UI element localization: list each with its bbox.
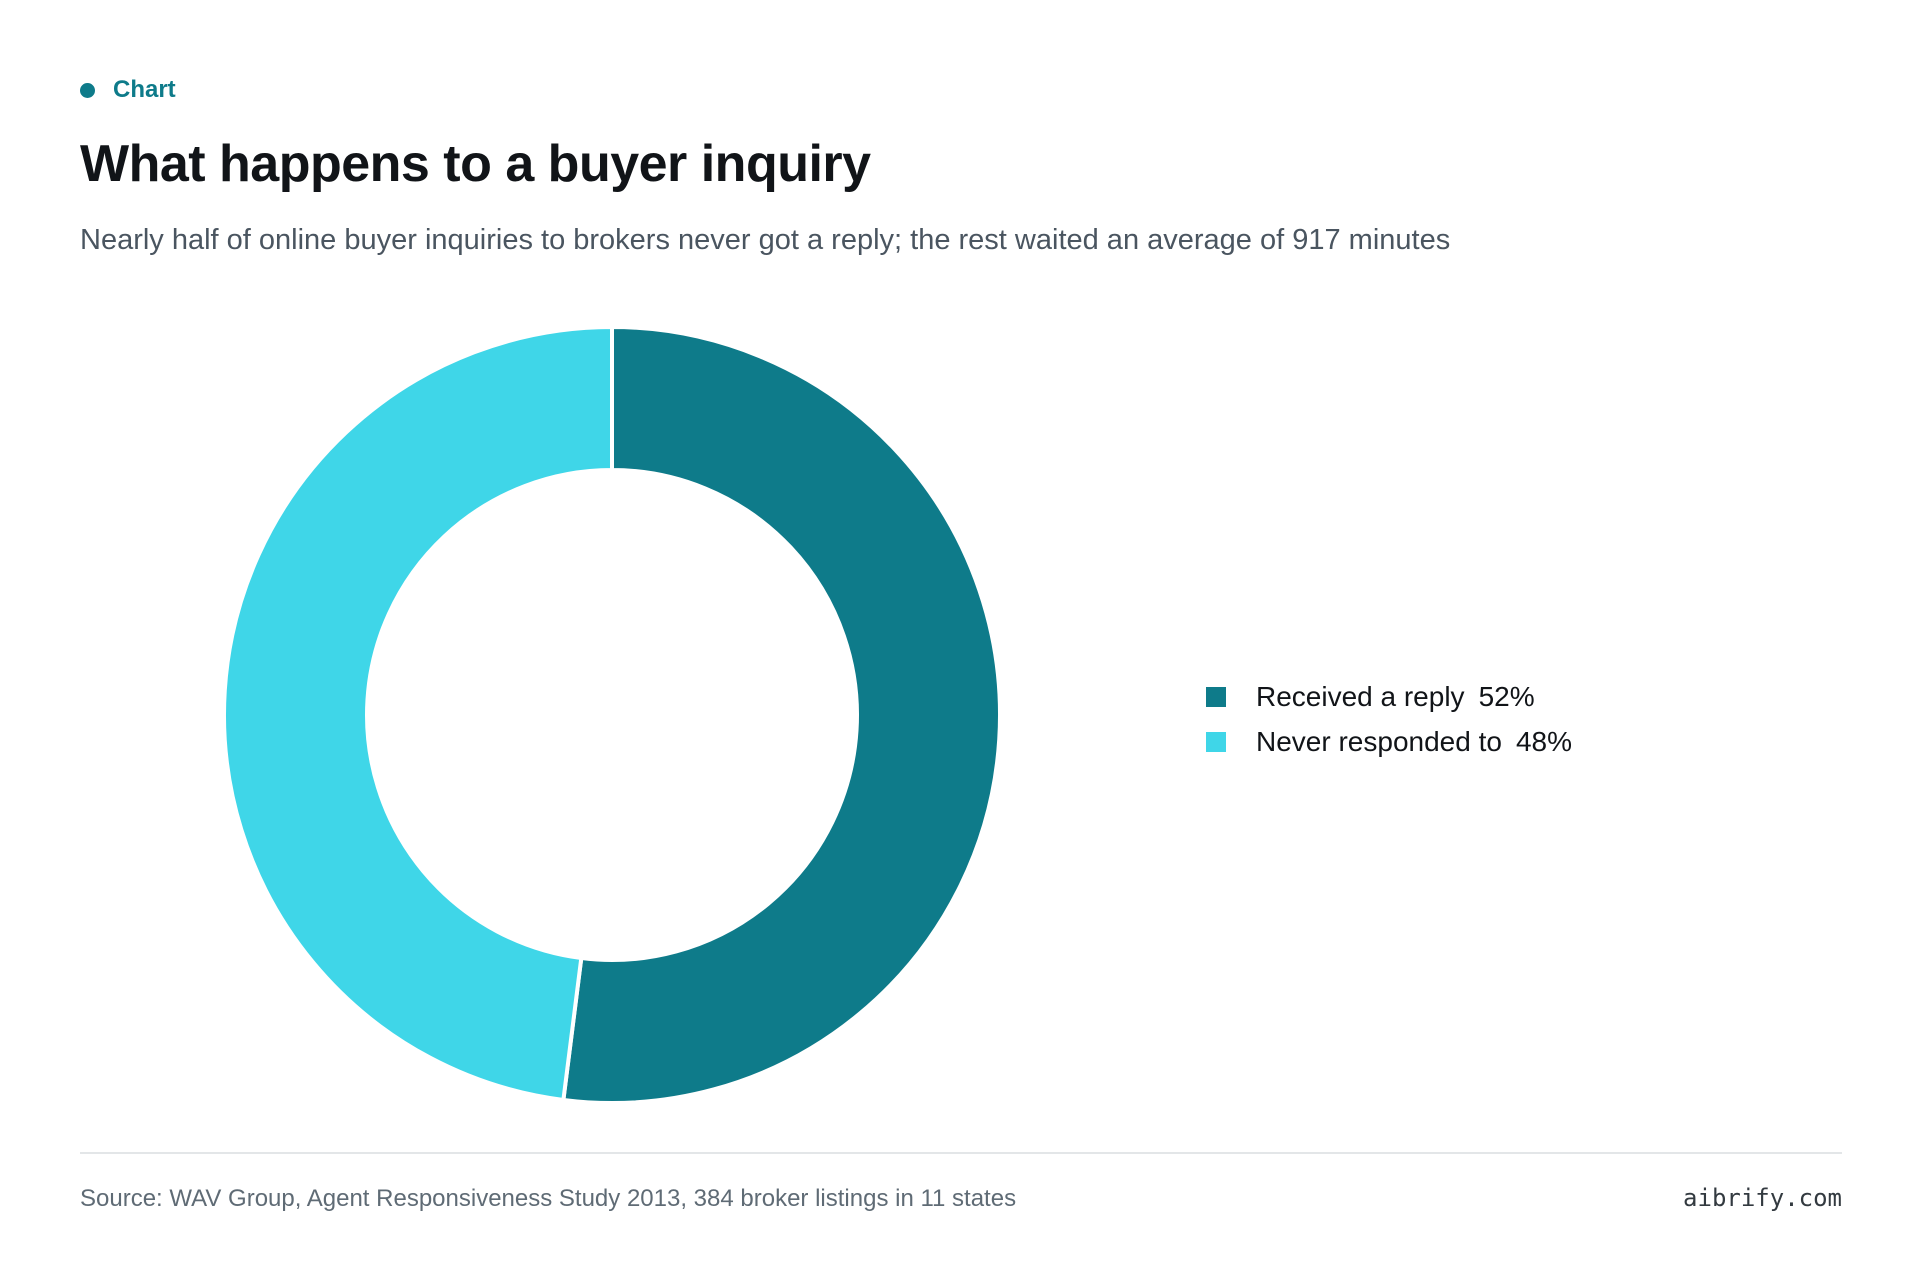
legend-item-received-reply: Received a reply 52% [1206,674,1572,719]
legend-swatch-icon [1206,731,1226,752]
eyebrow-label: Chart [113,76,176,103]
legend-item-never-responded: Never responded to 48% [1206,719,1572,764]
legend-swatch-icon [1206,686,1226,707]
source-note: Source: WAV Group, Agent Responsiveness … [80,1185,1017,1212]
legend-label: Received a reply [1256,680,1465,712]
footer-divider [80,1152,1842,1154]
donut-slice-never-responded-to [222,324,614,1103]
eyebrow-dot-icon [80,82,95,98]
chart-title: What happens to a buyer inquiry [80,135,871,193]
chart-legend: Received a reply 52% Never responded to … [1206,674,1572,764]
donut-slice-received-a-reply [561,324,1002,1105]
legend-value: 52% [1478,680,1535,712]
chart-subtitle: Nearly half of online buyer inquiries to… [80,224,1451,256]
legend-label: Never responded to [1256,725,1502,757]
legend-value: 48% [1515,725,1572,757]
chart-eyebrow: Chart [80,76,176,104]
brand-link[interactable]: aibrify.com [1683,1184,1842,1212]
